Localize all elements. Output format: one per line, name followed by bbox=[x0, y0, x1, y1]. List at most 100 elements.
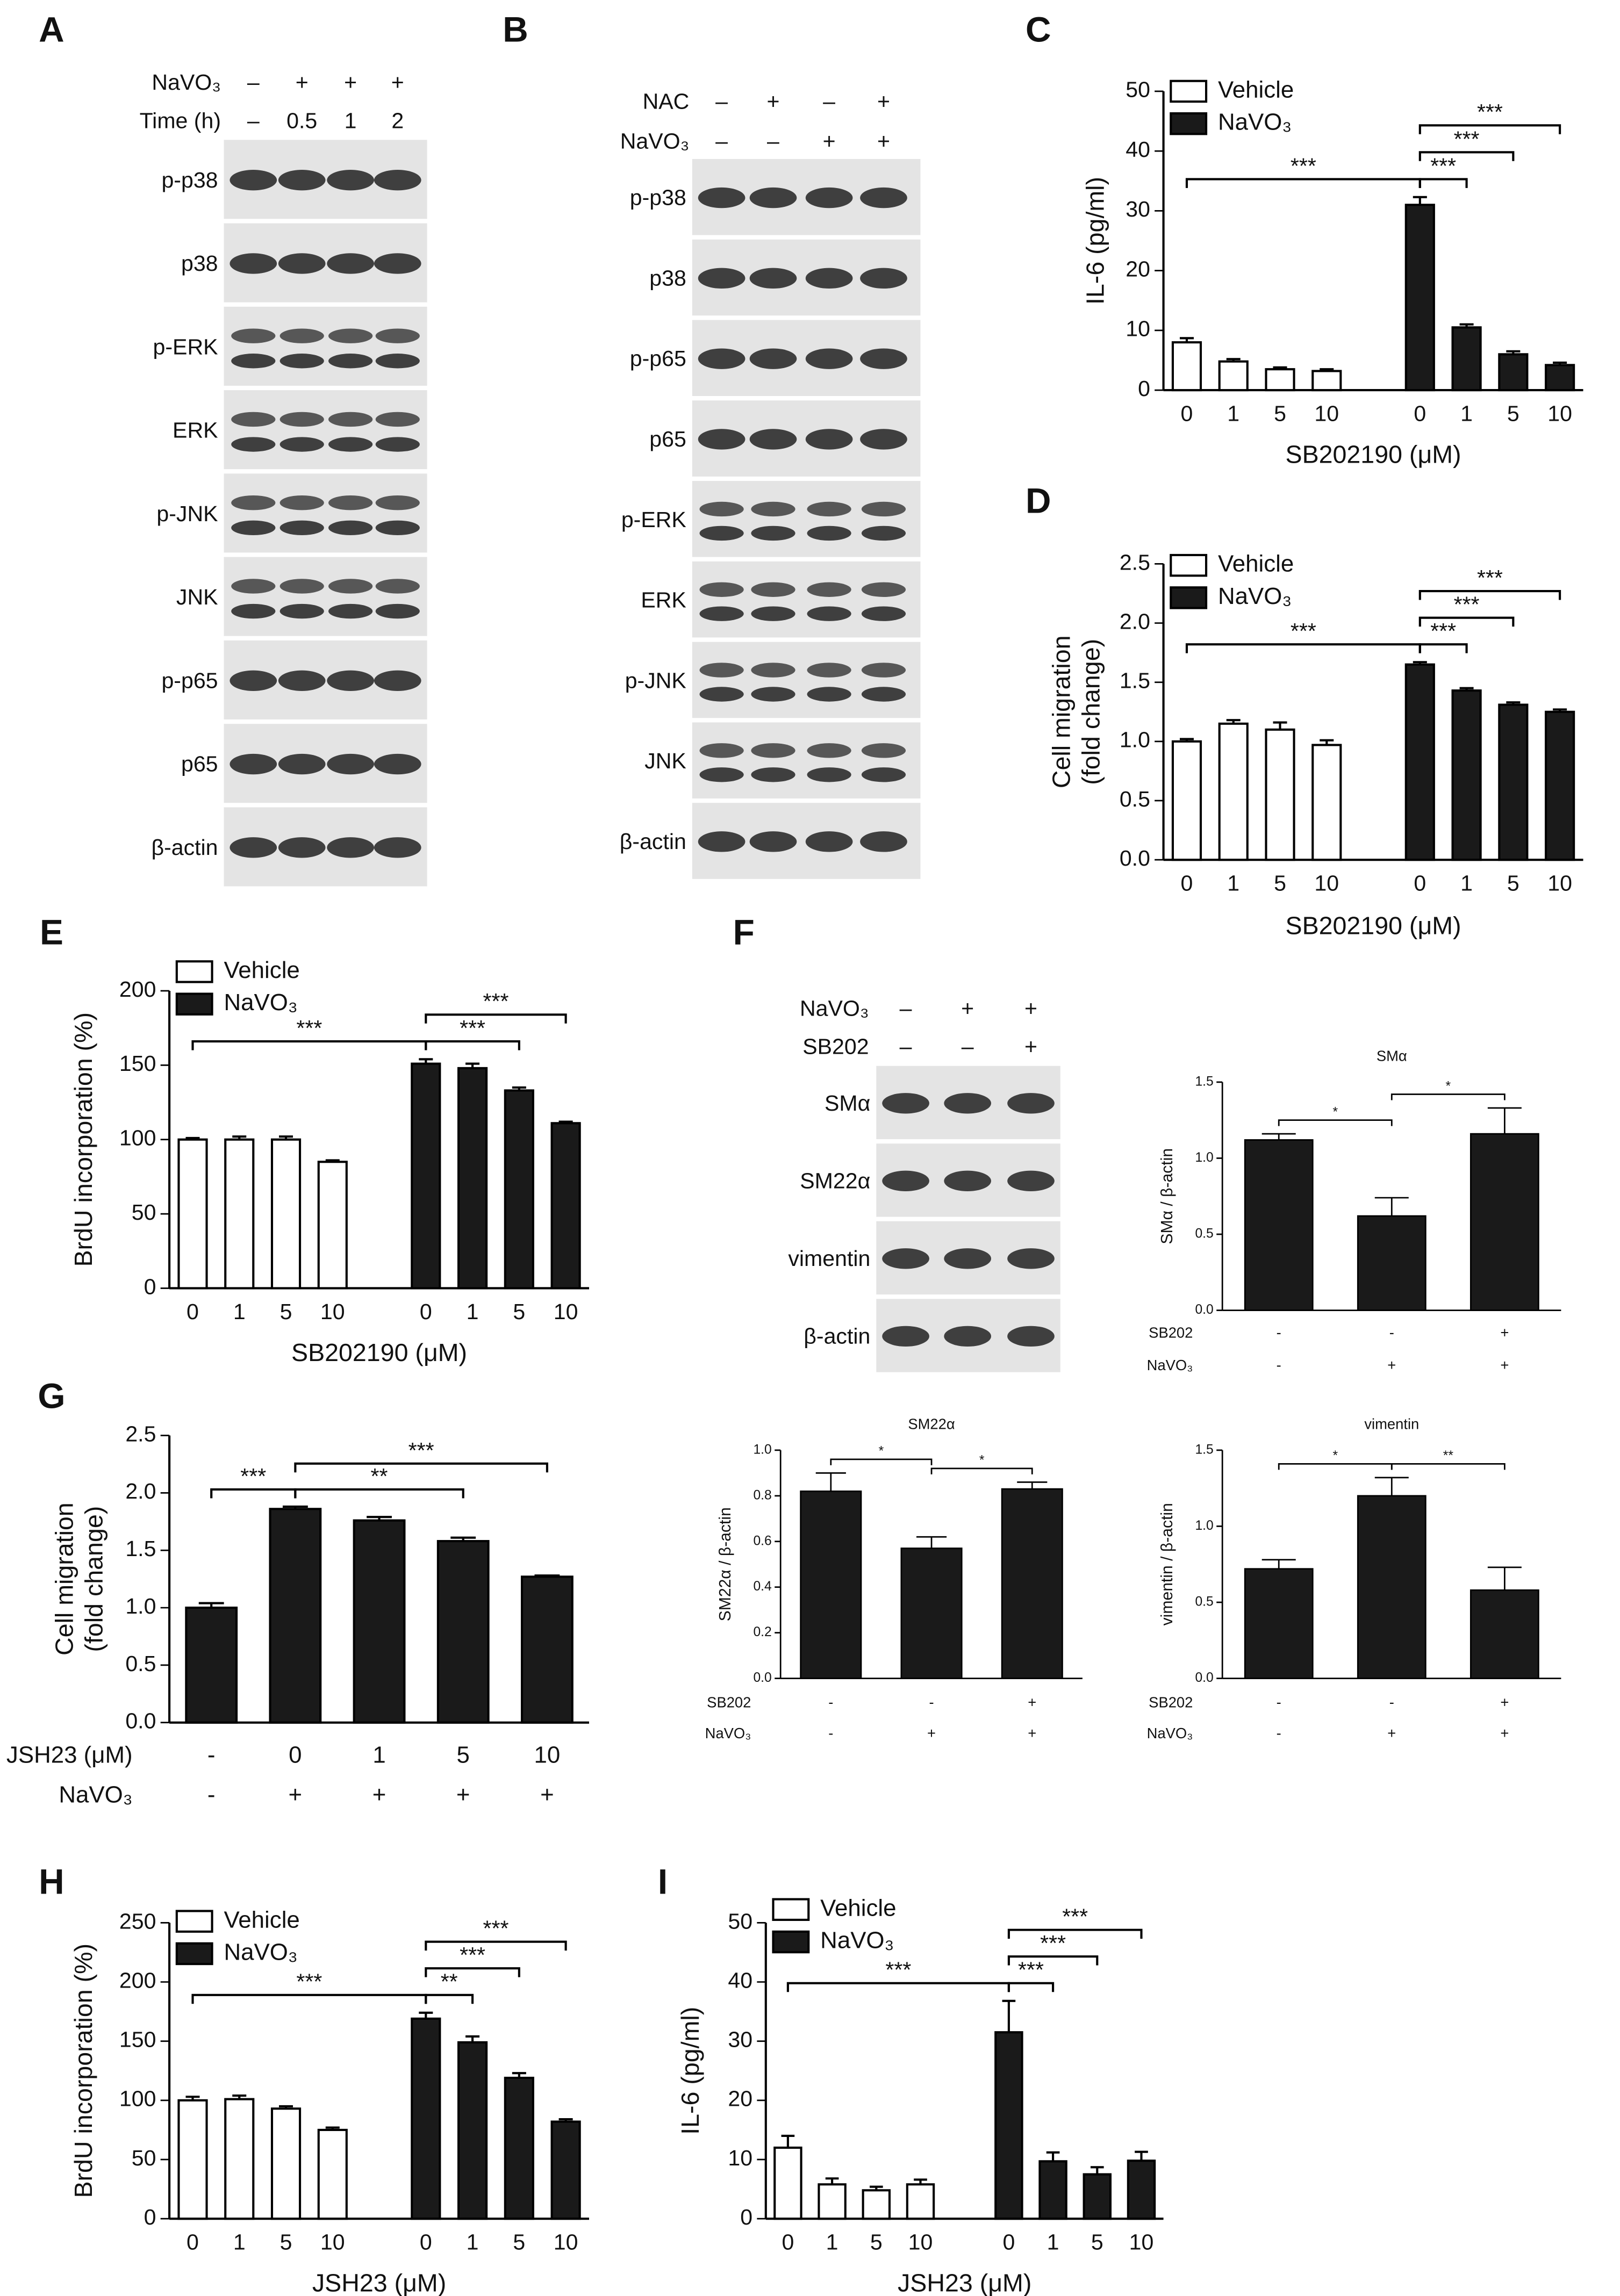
band bbox=[860, 831, 907, 852]
band-label: vimentin bbox=[788, 1246, 870, 1271]
y-axis-label: vimentin / β-actin bbox=[1158, 1503, 1176, 1625]
panel-label: A bbox=[39, 10, 64, 49]
y-tick-label: 0.6 bbox=[753, 1534, 771, 1548]
condition-value: 5 bbox=[457, 1741, 470, 1768]
bar bbox=[1218, 722, 1249, 861]
condition-name: JSH23 (μM) bbox=[6, 1741, 133, 1768]
x-tick-label: 5 bbox=[280, 1299, 292, 1324]
band bbox=[751, 767, 795, 782]
band bbox=[698, 429, 746, 450]
significance-label: *** bbox=[1291, 618, 1316, 643]
condition-value: + bbox=[961, 996, 974, 1020]
band bbox=[699, 606, 744, 621]
condition-value: + bbox=[1500, 1694, 1509, 1710]
error-bar bbox=[465, 1062, 480, 1068]
chart-title: vimentin bbox=[1364, 1416, 1419, 1433]
x-axis-label: JSH23 (μM) bbox=[312, 2269, 446, 2296]
band bbox=[231, 412, 276, 427]
x-tick-label: 0 bbox=[1414, 871, 1426, 896]
condition-value: + bbox=[1028, 1694, 1036, 1710]
blot-strip bbox=[692, 722, 921, 798]
y-tick-label: 100 bbox=[119, 1126, 156, 1150]
band bbox=[805, 187, 853, 208]
significance-label: *** bbox=[1018, 1957, 1044, 1982]
error-bar bbox=[1487, 1566, 1522, 1590]
significance-label: *** bbox=[460, 1016, 485, 1040]
band bbox=[327, 753, 374, 775]
band bbox=[328, 328, 373, 343]
error-bar bbox=[1413, 196, 1427, 205]
y-tick-label: 50 bbox=[728, 1909, 752, 1933]
bar bbox=[270, 1138, 302, 1290]
band bbox=[231, 354, 276, 369]
band-label: p38 bbox=[649, 265, 686, 290]
error-bar bbox=[325, 2126, 340, 2130]
error-bar bbox=[185, 2096, 200, 2100]
condition-value: - bbox=[929, 1694, 934, 1710]
x-tick-label: 10 bbox=[554, 2230, 578, 2255]
bar bbox=[177, 2099, 208, 2220]
band bbox=[278, 837, 326, 858]
band bbox=[699, 582, 744, 597]
condition-value: - bbox=[207, 1781, 216, 1808]
y-tick-label: 10 bbox=[728, 2146, 752, 2170]
legend-swatch bbox=[1170, 553, 1208, 577]
legend-swatch bbox=[1170, 586, 1208, 609]
error-bar bbox=[512, 1086, 526, 1091]
y-tick-label: 1.0 bbox=[125, 1594, 156, 1618]
error-bar bbox=[1226, 719, 1241, 724]
band bbox=[699, 767, 744, 782]
significance-label: *** bbox=[408, 1438, 434, 1463]
band bbox=[749, 348, 797, 369]
band bbox=[751, 526, 795, 541]
x-tick-label: 1 bbox=[826, 2230, 838, 2255]
band bbox=[860, 187, 907, 208]
y-axis-label: (fold change) bbox=[1077, 639, 1105, 785]
y-tick-label: 0 bbox=[1138, 376, 1150, 401]
y-tick-label: 0 bbox=[144, 1274, 156, 1299]
band bbox=[749, 831, 797, 852]
y-tick-label: 200 bbox=[119, 1968, 156, 1992]
condition-value: + bbox=[1387, 1725, 1396, 1741]
condition-name: SB202 bbox=[802, 1034, 869, 1059]
condition-value: + bbox=[372, 1781, 386, 1808]
error-bar bbox=[367, 1516, 392, 1521]
condition-value: + bbox=[391, 70, 404, 95]
legend-swatch bbox=[175, 992, 213, 1016]
y-axis-label: BrdU incorporation (%) bbox=[69, 1012, 97, 1267]
error-bar bbox=[869, 2185, 883, 2191]
band bbox=[375, 579, 420, 594]
band bbox=[751, 606, 795, 621]
y-tick-label: 150 bbox=[119, 1051, 156, 1076]
band bbox=[231, 579, 276, 594]
bar bbox=[270, 2107, 302, 2220]
error-bar bbox=[1261, 1559, 1296, 1569]
bar bbox=[224, 1138, 255, 1290]
band bbox=[375, 437, 420, 452]
y-tick-label: 2.5 bbox=[125, 1421, 156, 1446]
bar bbox=[1470, 1589, 1539, 1679]
band bbox=[751, 582, 795, 597]
band bbox=[231, 328, 276, 343]
band bbox=[279, 412, 324, 427]
band bbox=[749, 268, 797, 289]
bar bbox=[353, 1519, 406, 1724]
significance-bracket bbox=[425, 1013, 567, 1024]
y-tick-label: 100 bbox=[119, 2086, 156, 2111]
bar bbox=[906, 2183, 935, 2220]
chart-title: SMα bbox=[1377, 1048, 1407, 1064]
band-label: β-actin bbox=[620, 829, 686, 854]
band-label: SM22α bbox=[800, 1168, 870, 1193]
x-tick-label: 1 bbox=[1227, 401, 1239, 426]
significance-bracket bbox=[425, 1940, 567, 1951]
band-label: p38 bbox=[181, 251, 218, 276]
y-tick-label: 0.5 bbox=[125, 1651, 156, 1676]
y-tick-label: 2.0 bbox=[125, 1479, 156, 1503]
condition-value: - bbox=[1389, 1694, 1394, 1710]
error-bar bbox=[325, 1159, 340, 1162]
x-tick-label: 10 bbox=[1314, 871, 1339, 896]
significance-label: *** bbox=[483, 1916, 508, 1941]
significance-label: *** bbox=[1430, 153, 1456, 178]
band bbox=[375, 603, 420, 619]
x-tick-label: 10 bbox=[320, 1299, 345, 1324]
